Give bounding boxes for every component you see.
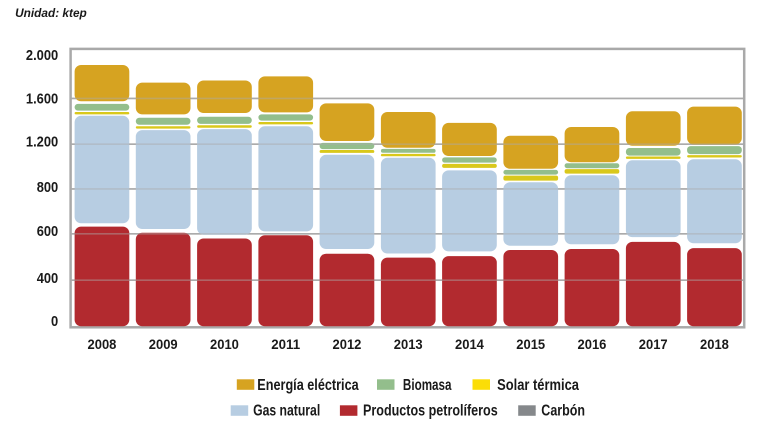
- svg-text:2.000: 2.000: [26, 47, 59, 63]
- svg-text:0: 0: [51, 313, 59, 329]
- svg-text:2017: 2017: [639, 336, 668, 352]
- svg-text:400: 400: [37, 270, 59, 286]
- svg-text:Biomasa: Biomasa: [403, 375, 452, 393]
- svg-text:600: 600: [37, 223, 59, 239]
- svg-text:Solar térmica: Solar térmica: [497, 377, 580, 395]
- svg-text:2013: 2013: [394, 336, 423, 352]
- svg-text:2018: 2018: [700, 336, 729, 352]
- svg-text:Carbón: Carbón: [541, 402, 585, 420]
- svg-text:2011: 2011: [271, 337, 300, 352]
- svg-text:1.200: 1.200: [26, 134, 59, 150]
- svg-text:2008: 2008: [87, 336, 116, 352]
- svg-text:Gas natural: Gas natural: [253, 402, 320, 420]
- svg-text:2016: 2016: [577, 336, 606, 352]
- svg-text:2015: 2015: [516, 336, 545, 352]
- svg-text:2009: 2009: [149, 336, 178, 352]
- svg-text:2010: 2010: [210, 336, 239, 352]
- svg-text:1.600: 1.600: [26, 91, 59, 107]
- svg-text:2012: 2012: [332, 336, 361, 352]
- svg-text:2014: 2014: [455, 336, 484, 352]
- svg-text:800: 800: [37, 179, 59, 195]
- svg-text:Unidad: ktep: Unidad: ktep: [15, 6, 87, 20]
- svg-text:Productos petrolíferos: Productos petrolíferos: [363, 402, 498, 420]
- svg-text:Energía eléctrica: Energía eléctrica: [257, 377, 359, 395]
